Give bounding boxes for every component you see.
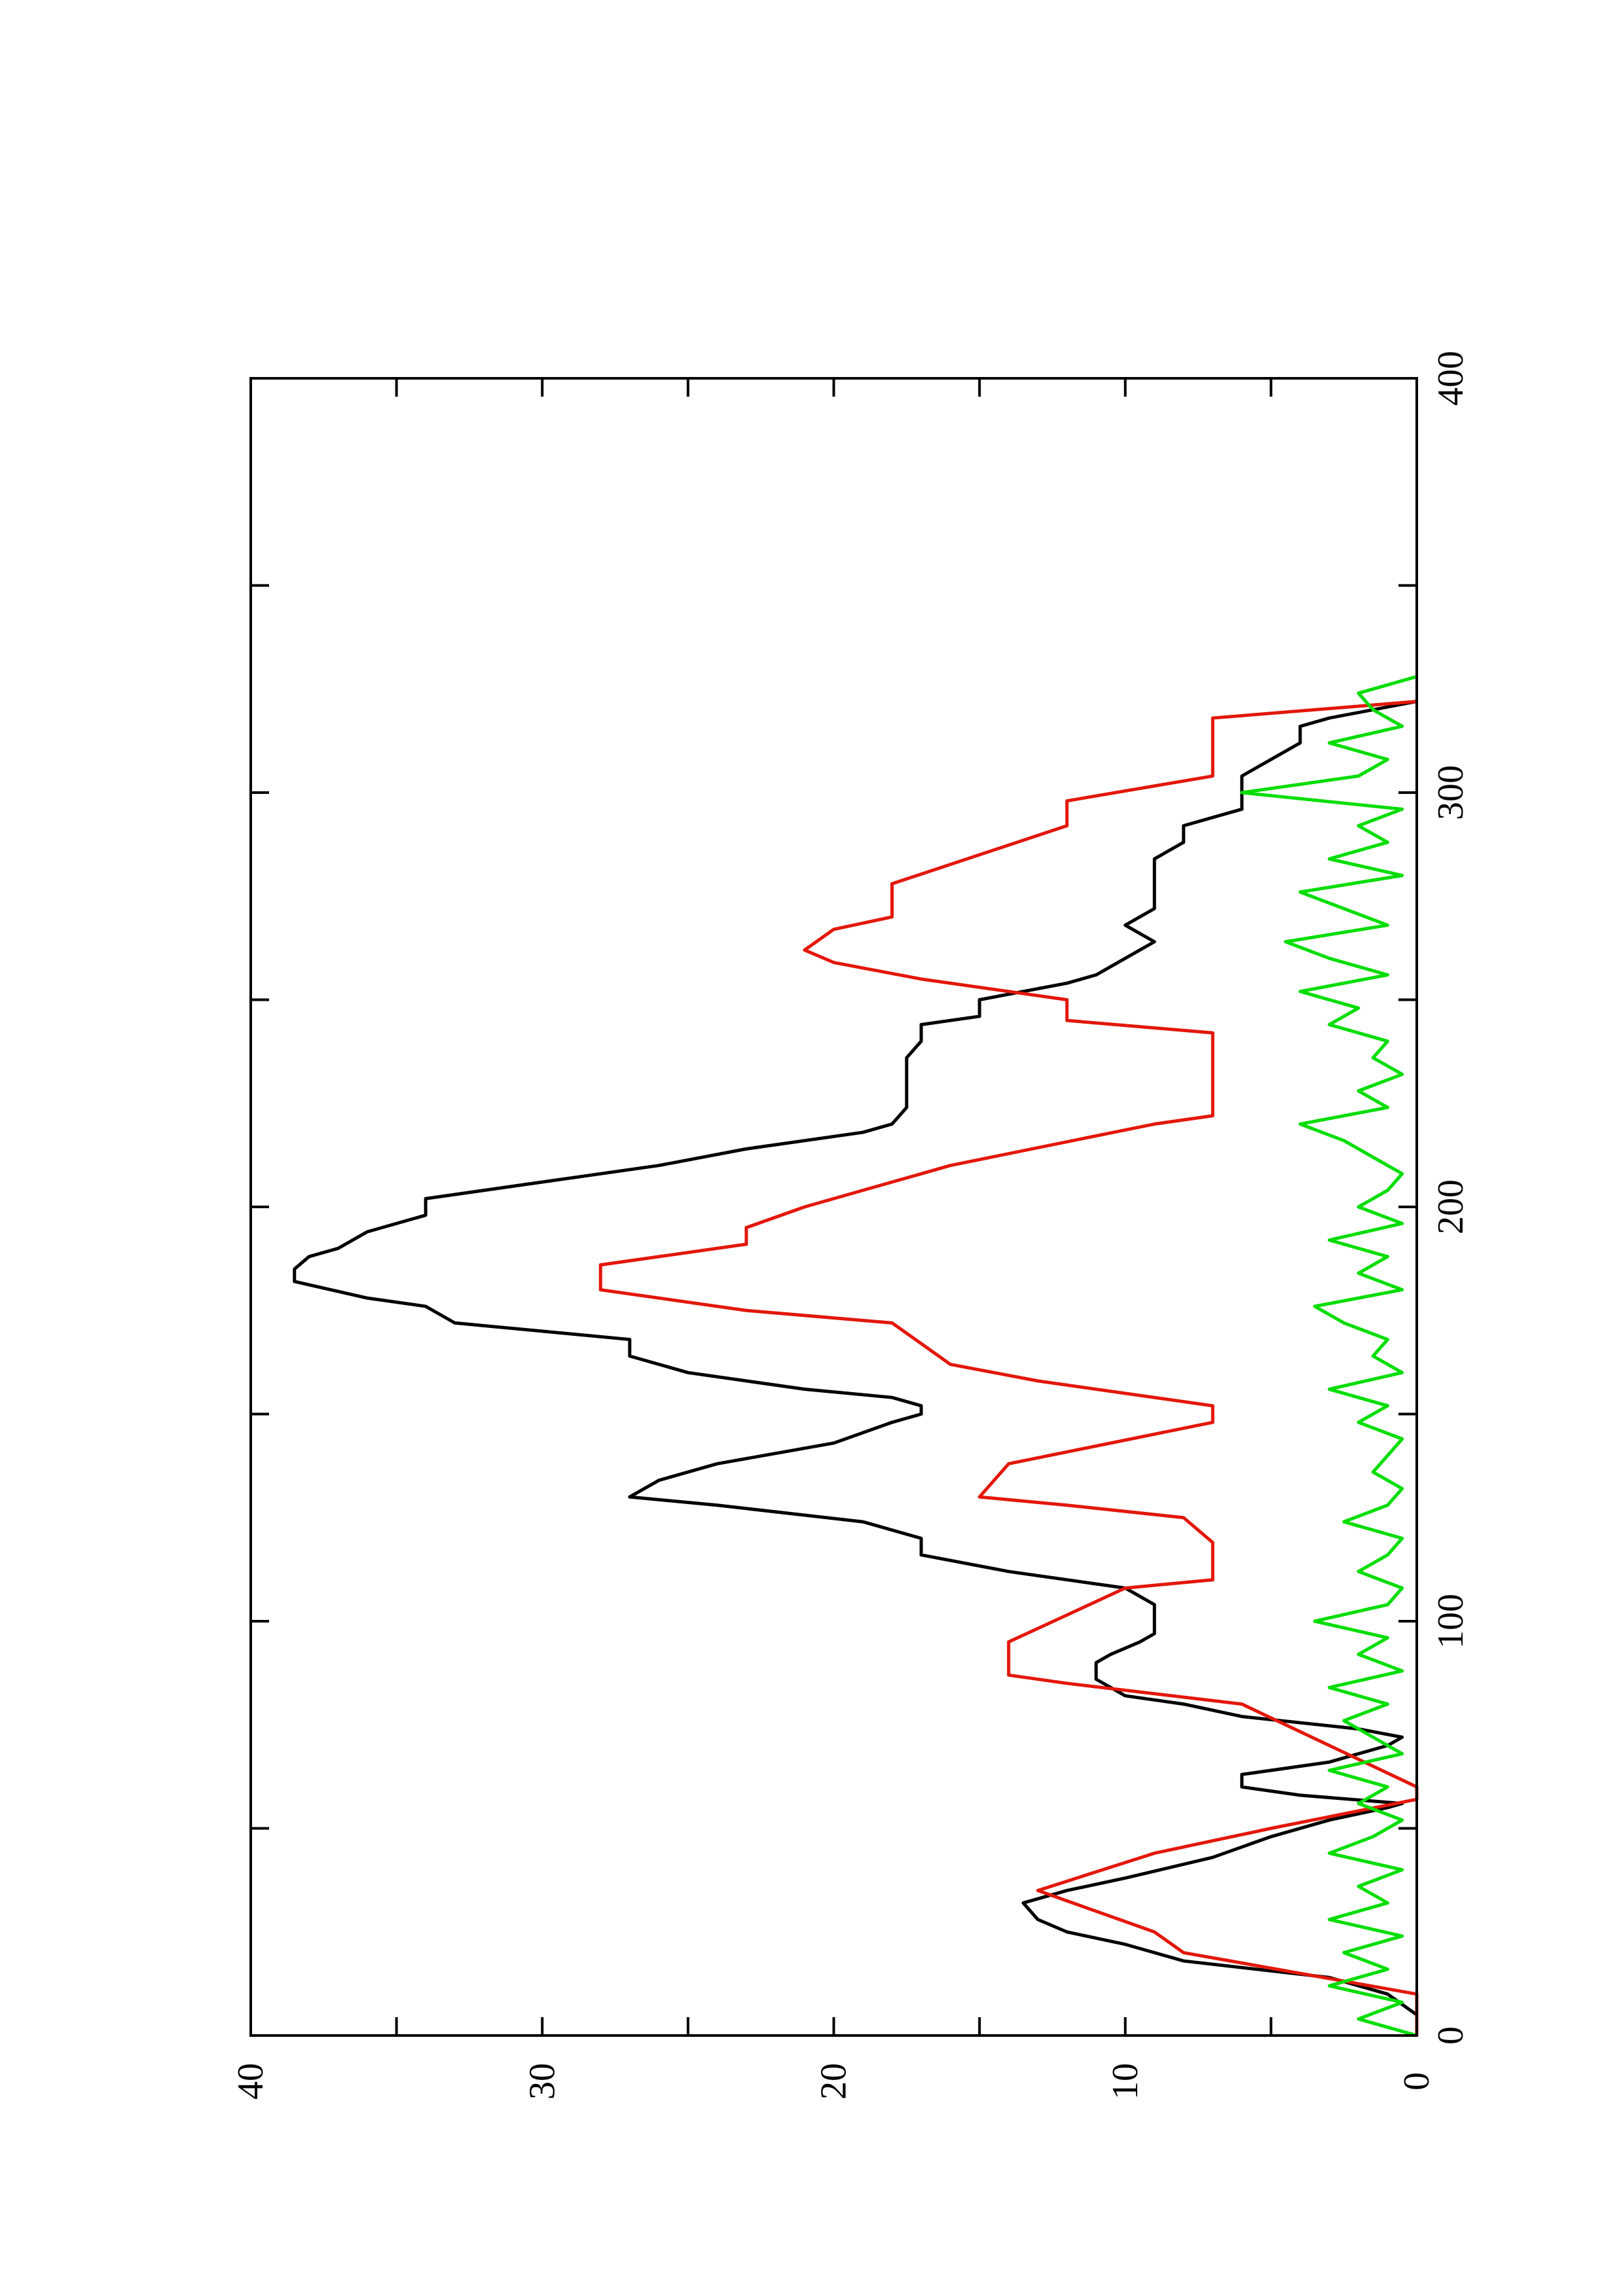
x-tick-label: 100 bbox=[1431, 1594, 1471, 1649]
y-tick-label: 30 bbox=[522, 2063, 562, 2100]
plot-frame bbox=[249, 377, 1418, 2037]
series-line-1 bbox=[293, 700, 1419, 2036]
x-tick-label: 300 bbox=[1431, 765, 1471, 820]
series-line-3 bbox=[1240, 675, 1417, 2037]
axes: 0 100 200 300 400 0 10 20 30 40 bbox=[230, 351, 1471, 2100]
y-tick-label: 0 bbox=[1396, 2072, 1437, 2090]
x-tick-label: 200 bbox=[1431, 1179, 1471, 1234]
series-line-2 bbox=[598, 700, 1419, 2036]
x-tick-label: 0 bbox=[1431, 2026, 1471, 2045]
series-group bbox=[293, 675, 1419, 2037]
y-tick-label: 10 bbox=[1105, 2063, 1146, 2100]
y-tick-label: 20 bbox=[814, 2063, 854, 2100]
x-tick-label: 400 bbox=[1431, 351, 1471, 406]
y-tick-label: 40 bbox=[230, 2063, 271, 2100]
